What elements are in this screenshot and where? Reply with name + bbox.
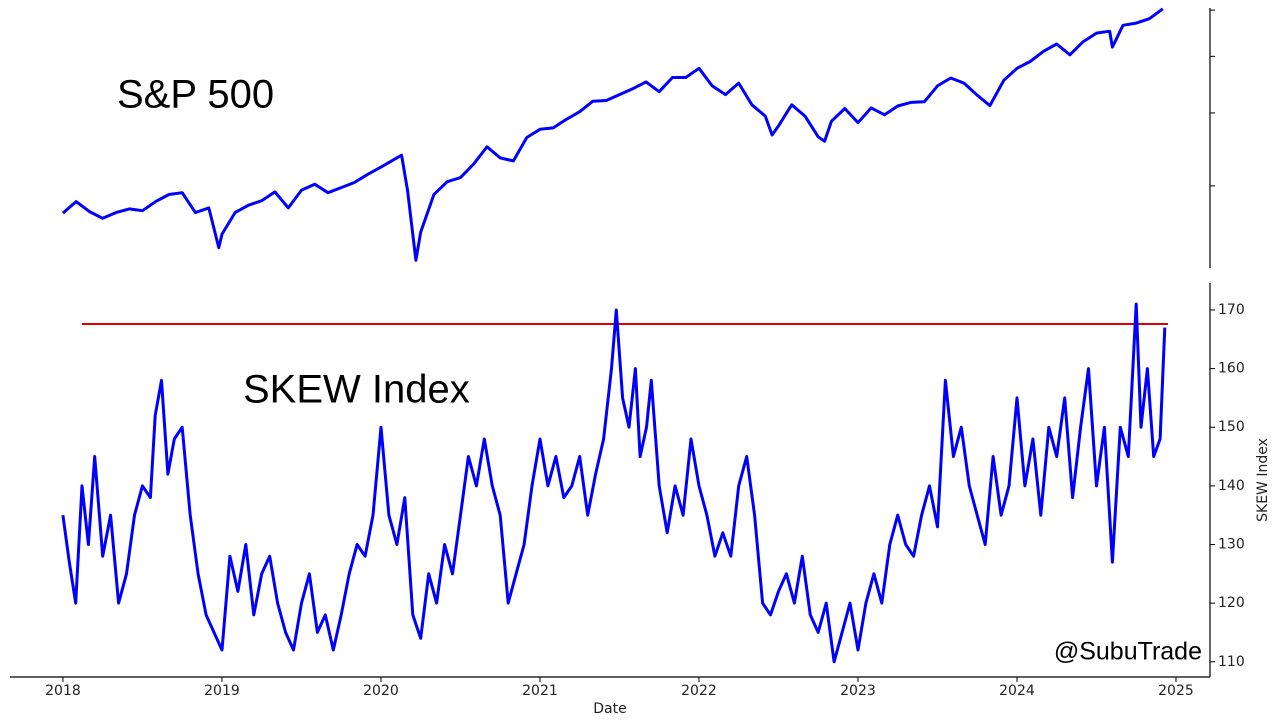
x-tick-label: 2020 xyxy=(363,683,399,699)
y-axis-label: SKEW Index xyxy=(1255,438,1271,522)
chart-title: S&P 500 xyxy=(117,73,274,117)
x-axis-label: Date xyxy=(593,701,626,717)
y-tick-label: 120 xyxy=(1218,595,1245,611)
y-tick-label: 140 xyxy=(1218,478,1245,494)
x-tick-label: 2018 xyxy=(45,683,81,699)
x-tick-label: 2019 xyxy=(204,683,240,699)
x-tick-label: 2025 xyxy=(1158,683,1194,699)
y-tick-label: 170 xyxy=(1218,302,1245,318)
y-tick-label: 130 xyxy=(1218,536,1245,552)
x-tick-label: 2022 xyxy=(681,683,717,699)
y-tick-label: 110 xyxy=(1218,654,1245,670)
y-tick-label: 150 xyxy=(1218,419,1245,435)
chart-title: SKEW Index xyxy=(243,368,470,412)
data-line xyxy=(61,302,1167,664)
x-tick-label: 2024 xyxy=(999,683,1035,699)
data-line xyxy=(61,7,1164,262)
x-tick-label: 2023 xyxy=(840,683,876,699)
x-tick-label: 2021 xyxy=(522,683,558,699)
y-tick-label: 160 xyxy=(1218,361,1245,377)
watermark: @SubuTrade xyxy=(1054,638,1202,666)
